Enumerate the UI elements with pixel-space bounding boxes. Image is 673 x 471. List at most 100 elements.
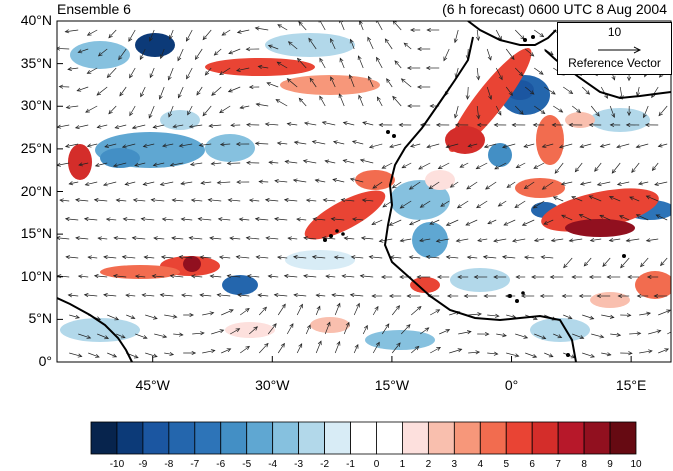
wind-vector (108, 105, 117, 115)
wind-vector (553, 105, 564, 113)
wind-vector (495, 105, 502, 116)
wind-vector (506, 181, 516, 188)
wind-vector (418, 162, 431, 170)
wind-vector (601, 352, 612, 357)
wind-vector (197, 217, 212, 222)
wind-vector (248, 198, 260, 203)
wind-vector (94, 162, 108, 168)
wind-vector (579, 143, 592, 149)
wind-vector (627, 105, 632, 117)
wind-vector (230, 123, 241, 128)
wind-vector (349, 38, 355, 50)
wind-vector (202, 311, 215, 316)
wind-vector (188, 236, 203, 241)
wind-vector (568, 122, 583, 127)
plot-title-left: Ensemble 6 (57, 1, 131, 17)
wind-vector (476, 29, 481, 42)
wind-vector (93, 198, 108, 203)
wind-vector (449, 348, 463, 354)
wind-vector (126, 314, 136, 320)
wind-vector (358, 21, 364, 31)
wind-vector (77, 48, 89, 54)
wind-vector (459, 162, 469, 168)
wind-vector (131, 236, 146, 241)
wind-vector (255, 102, 269, 107)
wind-vector (65, 105, 79, 110)
wind-vector (86, 143, 98, 148)
south-america-coastline (57, 297, 133, 362)
colorbar-label: 5 (503, 459, 510, 470)
wind-vector (153, 236, 165, 241)
wind-vector (599, 214, 611, 221)
wind-vector (505, 86, 513, 96)
wind-vector (486, 86, 493, 100)
wind-vector (254, 26, 269, 31)
wind-vector (446, 293, 459, 299)
colorbar-label: 9 (607, 459, 613, 470)
wind-vector (190, 198, 203, 203)
wind-vector (407, 103, 421, 109)
wind-vector (388, 219, 402, 226)
wind-vector (629, 196, 640, 202)
wind-vector (501, 143, 516, 149)
wind-vector (657, 143, 668, 148)
wind-vector (549, 274, 564, 280)
wind-vector (149, 29, 155, 42)
wind-vector (579, 181, 592, 186)
wind-vector (560, 181, 573, 186)
wind-vector (353, 343, 359, 354)
wind-vector (93, 274, 108, 279)
wind-vector (76, 86, 89, 92)
wind-vector (611, 162, 621, 174)
wind-vector (642, 105, 649, 119)
wind-vector (608, 196, 621, 202)
wind-vector (371, 219, 383, 226)
wind-vector (493, 274, 507, 280)
wind-vector (353, 302, 360, 316)
wind-vector (315, 340, 322, 354)
wind-vector (372, 181, 383, 189)
colorbar-label: -9 (138, 459, 148, 470)
anomaly-shading (60, 33, 671, 350)
wind-vector (435, 122, 450, 127)
wind-vector (67, 293, 79, 298)
wind-vector (553, 333, 563, 339)
wind-vector (406, 293, 421, 299)
wind-vector (274, 217, 288, 222)
colorbar-swatch (246, 421, 274, 455)
colorbar-label: 0 (373, 459, 380, 470)
wind-vector (382, 200, 393, 208)
wind-vector (200, 180, 212, 185)
wind-vector (381, 323, 390, 335)
wind-vector (69, 314, 80, 319)
wind-vector (266, 82, 279, 88)
wind-vector (653, 293, 668, 299)
wind-vector (287, 236, 298, 241)
wind-vector (339, 57, 345, 69)
wind-vector (96, 86, 108, 96)
wind-vector (121, 255, 136, 260)
wind-vector (69, 352, 83, 358)
wind-vector (362, 324, 368, 335)
wind-vector (391, 305, 401, 316)
wind-vector (372, 305, 379, 316)
colorbar-swatch (427, 421, 455, 455)
wind-vector (571, 274, 583, 280)
wind-vector (169, 162, 184, 167)
wind-vector (334, 340, 341, 354)
wind-vector (608, 238, 621, 243)
wind-vector (582, 352, 595, 358)
wind-vector (227, 198, 241, 203)
wind-vector (315, 305, 321, 316)
wind-vector (493, 238, 507, 243)
wind-vector (199, 293, 212, 298)
colorbar-swatch (402, 421, 429, 455)
wind-vector (398, 122, 412, 127)
wind-vector (620, 351, 633, 356)
wind-vector (339, 21, 345, 31)
wind-vector (572, 333, 585, 340)
wind-vector (141, 293, 155, 298)
wind-vector (324, 159, 336, 164)
wind-vector (391, 342, 401, 354)
colorbar-label: 6 (529, 459, 535, 470)
